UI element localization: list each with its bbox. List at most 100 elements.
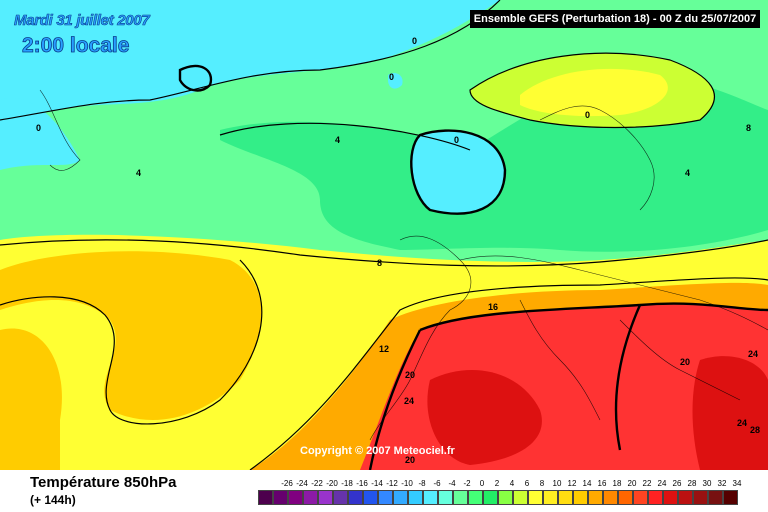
- coastline: [519, 299, 601, 421]
- scale-swatch: [408, 490, 423, 505]
- color-scale-labels: -26 -24 -22 -20 -18 -16 -14 -12 -10 -8 -6 -4 -2 0 2 4 6 8…: [278, 479, 748, 489]
- scale-value: 28: [687, 479, 697, 488]
- scale-value: -24: [296, 479, 308, 488]
- parameter-title: Température 850hPa: [30, 474, 177, 491]
- scale-value: 32: [717, 479, 727, 488]
- forecast-date: Mardi 31 juillet 2007: [14, 12, 150, 30]
- coastline: [539, 105, 655, 211]
- copyright: Copyright © 2007 Meteociel.fr: [300, 445, 455, 457]
- isotherm-bold: [410, 129, 507, 215]
- scale-value: 0: [479, 479, 485, 488]
- scale-value: -8: [418, 479, 426, 488]
- scale-value: 2: [494, 479, 500, 488]
- scale-swatch: [543, 490, 558, 505]
- scale-value: -22: [311, 479, 323, 488]
- contour-label: 4: [136, 168, 141, 178]
- isotherm: [219, 122, 471, 151]
- contour-label: 0: [585, 110, 590, 120]
- scale-swatch: [363, 490, 378, 505]
- scale-swatch: [393, 490, 408, 505]
- scale-value: -12: [386, 479, 398, 488]
- scale-swatch: [273, 490, 288, 505]
- scale-value: -16: [356, 479, 368, 488]
- scale-value: -18: [341, 479, 353, 488]
- scale-swatch: [693, 490, 708, 505]
- contour-label: 20: [680, 357, 690, 367]
- scale-value: 22: [642, 479, 652, 488]
- scale-swatch: [378, 490, 393, 505]
- temperature-map: 0 0 0 0 0 4 4 4 8 8 12 16 20 20 20 24 24…: [0, 0, 768, 470]
- isotherm: [0, 259, 263, 425]
- scale-swatch: [438, 490, 453, 505]
- contour-label: 0: [454, 135, 459, 145]
- contour-label: 24: [737, 418, 747, 428]
- cold-low: [411, 130, 505, 214]
- scale-value: -2: [463, 479, 471, 488]
- contour-label: 8: [746, 123, 751, 133]
- scale-swatch: [708, 490, 723, 505]
- contour-label: 24: [748, 349, 758, 359]
- scale-value: -10: [401, 479, 413, 488]
- scale-value: 20: [627, 479, 637, 488]
- scale-swatch: [453, 490, 468, 505]
- contour-label: 24: [404, 396, 414, 406]
- scale-swatch: [303, 490, 318, 505]
- scale-value: 8: [539, 479, 545, 488]
- coastline: [459, 255, 768, 331]
- warm-southwest: [0, 328, 62, 470]
- scale-swatch: [663, 490, 678, 505]
- isotherm-bold: [178, 64, 213, 92]
- contour-label: 4: [685, 168, 690, 178]
- scale-value: -6: [433, 479, 441, 488]
- scale-swatch: [573, 490, 588, 505]
- scale-value: 30: [702, 479, 712, 488]
- scale-swatch: [618, 490, 633, 505]
- scale-swatch: [603, 490, 618, 505]
- warm-atlantic: [0, 251, 262, 420]
- contour-label: 20: [405, 455, 415, 465]
- scale-swatch: [588, 490, 603, 505]
- isotherm: [469, 52, 715, 129]
- contour-label: 0: [412, 36, 417, 46]
- forecast-time: 2:00 locale: [22, 34, 130, 58]
- cold-cell: [180, 65, 211, 91]
- hot-core-east: [692, 356, 768, 470]
- scale-swatch: [318, 490, 333, 505]
- scale-swatch: [558, 490, 573, 505]
- contour-label: 4: [335, 135, 340, 145]
- scale-swatch: [498, 490, 513, 505]
- isotherm-bold: [614, 304, 642, 451]
- scale-swatch: [723, 490, 738, 505]
- cold-cell-small: [388, 73, 403, 89]
- scale-swatch: [528, 490, 543, 505]
- scale-swatch: [633, 490, 648, 505]
- isotherm: [0, 0, 501, 121]
- scale-value: -4: [448, 479, 456, 488]
- isotherm-bold: [368, 329, 422, 470]
- cold-region-north: [0, 0, 500, 120]
- color-scale-bar: [258, 490, 738, 505]
- scale-value: 10: [552, 479, 562, 488]
- scale-swatch: [678, 490, 693, 505]
- contour-label: 0: [36, 123, 41, 133]
- scale-value: 34: [732, 479, 742, 488]
- scale-swatch: [288, 490, 303, 505]
- contour-label: 16: [488, 302, 498, 312]
- scale-swatch: [468, 490, 483, 505]
- scale-value: 4: [509, 479, 515, 488]
- scale-value: -14: [371, 479, 383, 488]
- scale-value: 12: [567, 479, 577, 488]
- warm-scandinavia-inner: [520, 68, 668, 117]
- lead-time: (+ 144h): [30, 493, 76, 507]
- isotherm: [249, 277, 768, 470]
- coastline: [369, 235, 472, 441]
- model-run-label: Ensemble GEFS (Perturbation 18) - 00 Z d…: [470, 10, 760, 28]
- scale-value: 14: [582, 479, 592, 488]
- coastline: [619, 319, 741, 401]
- scale-swatch: [333, 490, 348, 505]
- contour-label: 12: [379, 344, 389, 354]
- isotherm-bold: [419, 302, 768, 332]
- contour-label: 8: [377, 258, 382, 268]
- isotherm: [0, 239, 768, 267]
- scale-value: 26: [672, 479, 682, 488]
